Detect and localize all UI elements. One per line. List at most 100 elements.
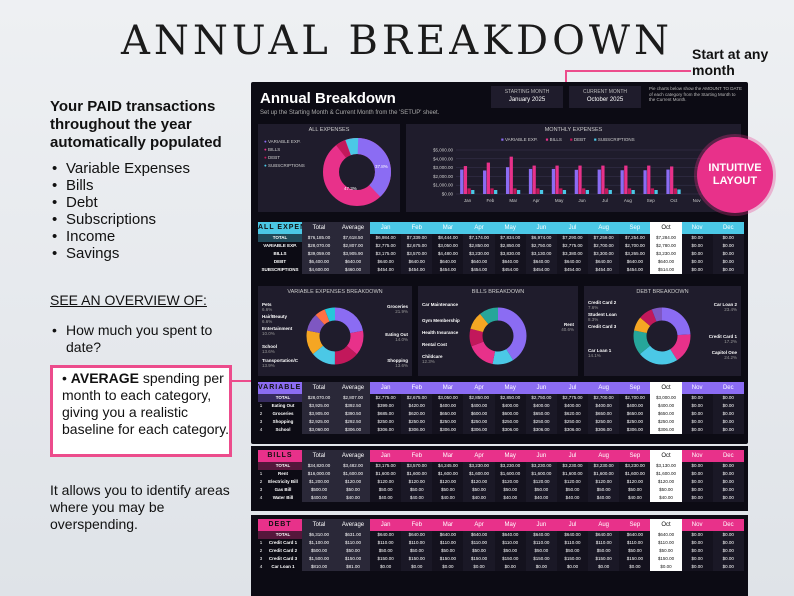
month-value: $454.00 (494, 266, 526, 274)
month-header: Apr (463, 450, 495, 462)
month-value: $250.00 (588, 418, 620, 426)
month-value: $2,700.00 (588, 242, 620, 250)
table-row: 2 Groceries $3,905.00 $390.50 $685.00 $620.00… (258, 410, 744, 418)
month-value: $2,775.00 (370, 394, 402, 402)
bar-subscriptions (539, 190, 544, 194)
column-header: Total (302, 450, 336, 462)
month-header: Nov (681, 222, 713, 234)
callout-line (565, 70, 691, 72)
month-value: $50.00 (525, 486, 557, 494)
month-header: Nov (681, 382, 713, 394)
pie-percent-label: 13.9% (262, 363, 275, 368)
month-value: $0.00 (712, 410, 744, 418)
month-value: $7,284.00 (650, 234, 682, 242)
month-value: $40.00 (588, 494, 620, 502)
month-value: $110.00 (619, 539, 651, 547)
month-value: $120.00 (370, 478, 402, 486)
month-value: $7,259.00 (588, 234, 620, 242)
row-total: $500.00 (302, 547, 336, 555)
month-value: $110.00 (494, 539, 526, 547)
variable-expenses-table: VARIABLE EXPENSESTotalAverageJanFebMarAp… (258, 382, 744, 434)
pie-category-label: Capitol One (712, 350, 738, 355)
month-value: $3,130.00 (650, 462, 682, 470)
month-value: $120.00 (432, 478, 464, 486)
month-value: $40.00 (556, 494, 589, 502)
row-label: Groceries (264, 410, 302, 418)
bar-subscriptions (471, 190, 475, 194)
x-tick-label: Mar (509, 198, 517, 203)
month-value: $1,600.00 (619, 470, 651, 478)
bar-bills (624, 165, 628, 194)
row-total: $810.00 (302, 563, 336, 571)
month-value: $1,600.00 (432, 470, 464, 478)
row-total: $3,925.00 (302, 402, 336, 410)
x-tick-label: Jan (464, 198, 472, 203)
month-value: $150.00 (401, 555, 433, 563)
month-header: May (494, 222, 526, 234)
month-value: $250.00 (556, 418, 589, 426)
month-header: May (494, 382, 526, 394)
month-value: $640.00 (463, 531, 495, 539)
month-value: $7,290.00 (556, 234, 589, 242)
month-value: $2,750.00 (525, 394, 557, 402)
month-value: $650.00 (588, 410, 620, 418)
month-value: $640.00 (432, 531, 464, 539)
current-month-label: CURRENT MONTH (582, 89, 628, 95)
month-value: $0.00 (681, 250, 713, 258)
column-header: Total (302, 382, 336, 394)
row-number (258, 531, 264, 539)
month-value: $640.00 (463, 258, 495, 266)
all-expenses-title: ALL EXPENSES (308, 127, 350, 133)
month-header: Feb (401, 450, 433, 462)
monthly-expenses-panel: MONTHLY EXPENSES ■ VARIABLE EXP. ■ BILLS… (406, 124, 741, 212)
y-tick-label: $0.00 (442, 192, 454, 197)
month-value: $454.00 (556, 266, 589, 274)
month-header: Aug (588, 519, 620, 531)
month-value: $50.00 (401, 547, 433, 555)
month-value: $40.00 (494, 494, 526, 502)
row-average: $81.00 (336, 563, 370, 571)
y-tick-label: $2,000.00 (433, 174, 454, 179)
row-number: 4 (258, 426, 264, 434)
average-text: • AVERAGE spending per month to each cat… (62, 370, 230, 437)
month-value: $3,130.00 (525, 250, 557, 258)
x-tick-label: Feb (486, 198, 494, 203)
month-value: $640.00 (650, 258, 682, 266)
legend-item: ■ VARIABLE EXP. (501, 137, 538, 142)
row-total: $6,400.00 (302, 258, 336, 266)
month-value: $3,830.00 (494, 250, 526, 258)
month-value: $0.00 (556, 563, 589, 571)
month-value: $3,230.00 (525, 462, 557, 470)
row-number: 4 (258, 563, 264, 571)
month-value: $640.00 (370, 258, 402, 266)
average-rest: spending per month to each category, giv… (62, 370, 230, 437)
x-tick-label: Sep (647, 198, 656, 203)
row-number: 1 (258, 539, 264, 547)
bar-bills (509, 156, 513, 194)
month-value: $640.00 (370, 531, 402, 539)
starting-month-selector[interactable]: STARTING MONTH January 2025 (491, 86, 563, 108)
current-month-selector[interactable]: CURRENT MONTH October 2025 (569, 86, 641, 108)
donut-segment (633, 307, 691, 365)
bar-variable-exp- (483, 170, 487, 194)
table-row: BILLS $39,059.00 $3,905.90 $3,175.00 $3,570.… (258, 250, 744, 258)
month-value: $0.00 (712, 470, 744, 478)
row-number: 1 (258, 470, 264, 478)
legend-item: ■ BILLS (545, 137, 562, 142)
month-value: $50.00 (463, 547, 495, 555)
row-average: $1,600.00 (336, 470, 370, 478)
pie-percent-label: 23.4% (724, 307, 737, 312)
month-value: $250.00 (650, 418, 682, 426)
column-header: Total (302, 222, 336, 234)
bar-debt (604, 188, 609, 194)
month-value: $640.00 (556, 531, 589, 539)
pie-category-label: Eating Out (385, 332, 408, 337)
bar-variable-exp- (574, 169, 578, 194)
pie-category-label: Shopping (387, 358, 408, 363)
feature-item: Subscriptions (50, 211, 190, 228)
row-average: $390.50 (336, 410, 370, 418)
row-number: 4 (258, 494, 264, 502)
month-value: $250.00 (525, 418, 557, 426)
month-value: $454.00 (432, 266, 464, 274)
section-label: ALL EXPENSES (258, 222, 302, 234)
